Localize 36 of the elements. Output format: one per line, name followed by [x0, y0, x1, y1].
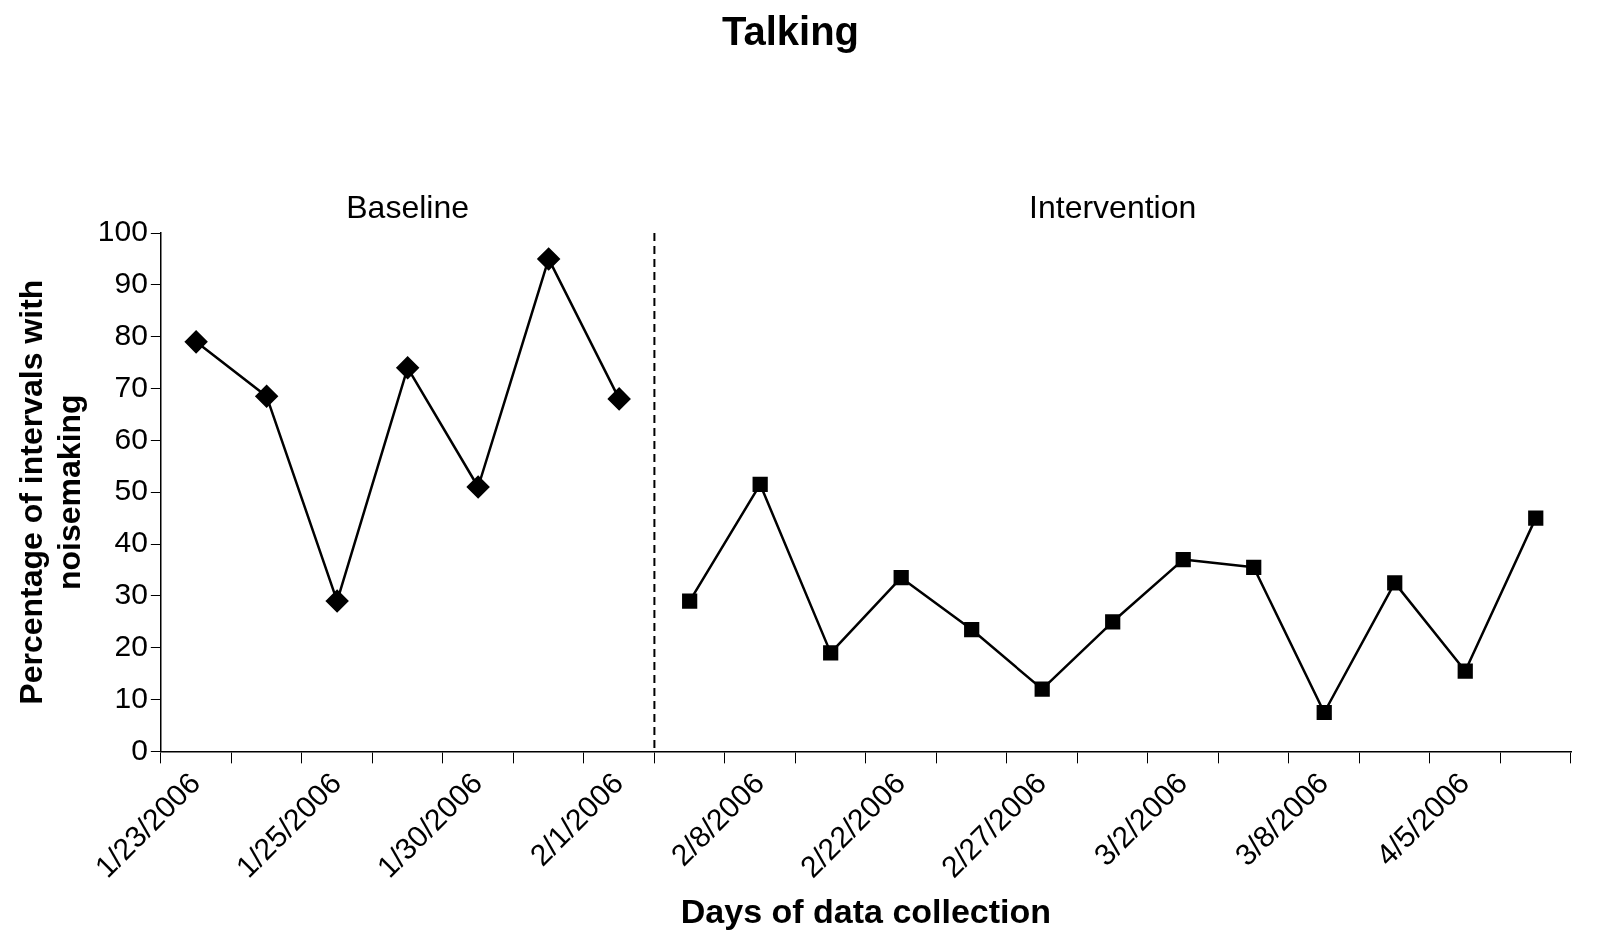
point	[325, 589, 349, 613]
point	[1105, 614, 1121, 630]
y-tick-label: 80	[114, 317, 148, 351]
point	[823, 645, 839, 661]
point	[964, 621, 980, 638]
point	[607, 387, 631, 411]
point	[1034, 681, 1050, 697]
y-tick-label: 70	[114, 369, 148, 403]
point	[537, 247, 560, 271]
y-tick-label: 0	[131, 732, 148, 766]
point	[466, 475, 490, 499]
text: Intervention	[1029, 188, 1197, 225]
point	[1175, 551, 1191, 568]
point	[255, 385, 278, 408]
point	[682, 593, 698, 609]
y-tick-label: 100	[97, 214, 148, 248]
y-tick-label: 20	[114, 628, 148, 662]
point	[893, 570, 909, 586]
point	[1316, 704, 1332, 721]
point	[1457, 663, 1473, 679]
text: Baseline	[346, 188, 469, 225]
point	[1387, 575, 1403, 591]
y-axis-title: Percentage of intervals with noisemaking	[13, 279, 88, 705]
chart-title: Talking	[721, 9, 860, 54]
point	[184, 330, 208, 354]
y-tick-label: 30	[114, 577, 148, 611]
point	[396, 356, 419, 380]
y-tick-label: 40	[114, 525, 148, 559]
y-tick-label: 60	[114, 421, 148, 455]
point	[752, 476, 768, 493]
y-tick-label: 50	[114, 473, 148, 507]
point	[1528, 510, 1544, 526]
y-tick-label: 10	[114, 680, 148, 714]
x-axis-title: Days of data collection	[680, 891, 1052, 930]
point	[1246, 559, 1262, 575]
y-tick-label: 90	[114, 266, 148, 300]
